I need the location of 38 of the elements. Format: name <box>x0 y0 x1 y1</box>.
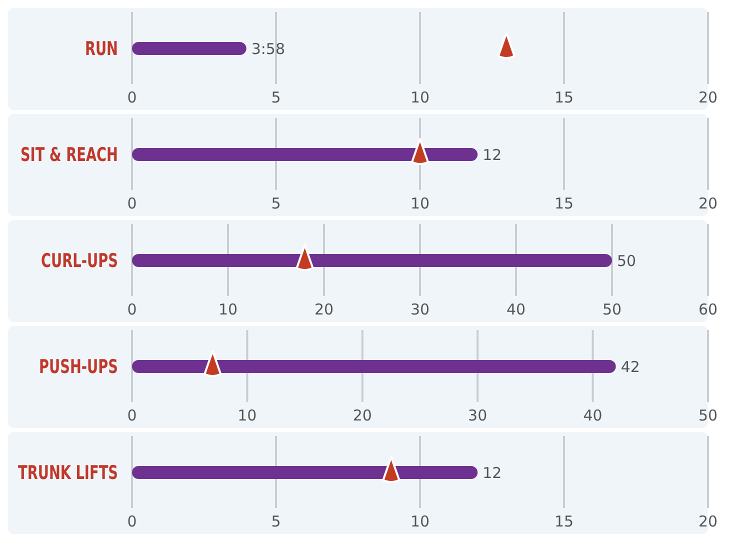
data-label: 50 <box>617 252 636 270</box>
y-tick-label: CURL-UPS <box>41 250 118 273</box>
x-tick-label: 60 <box>698 300 718 319</box>
x-tick-label: 50 <box>602 300 622 319</box>
data-label: 12 <box>482 464 502 482</box>
y-tick-label: SIT & REACH <box>20 144 118 167</box>
x-tick-label: 40 <box>583 406 602 425</box>
x-tick-label: 20 <box>352 406 372 425</box>
x-tick-label: 10 <box>410 194 430 213</box>
x-tick-label: 50 <box>698 406 718 425</box>
x-tick-label: 5 <box>271 88 281 107</box>
x-tick-label: 20 <box>698 512 718 531</box>
x-tick-label: 15 <box>554 194 574 213</box>
x-tick-label: 10 <box>410 512 430 531</box>
data-label: 12 <box>482 146 502 164</box>
x-tick-label: 30 <box>468 406 488 425</box>
data-label: 42 <box>620 358 640 376</box>
y-tick-label: PUSH-UPS <box>39 356 118 379</box>
x-tick-label: 20 <box>698 88 718 107</box>
x-tick-label: 0 <box>127 300 137 319</box>
y-tick-label: TRUNK LIFTS <box>18 462 118 485</box>
x-tick-label: 10 <box>410 88 430 107</box>
x-tick-label: 30 <box>410 300 430 319</box>
x-tick-label: 0 <box>127 88 137 107</box>
data-label: 3:58 <box>251 40 286 58</box>
x-tick-label: 40 <box>506 300 526 319</box>
x-tick-label: 20 <box>698 194 718 213</box>
x-tick-label: 10 <box>238 406 257 425</box>
x-tick-label: 5 <box>271 194 281 213</box>
x-tick-label: 10 <box>218 300 238 319</box>
x-tick-label: 15 <box>554 512 574 531</box>
x-tick-label: 0 <box>127 512 137 531</box>
x-tick-label: 20 <box>314 300 334 319</box>
x-tick-label: 5 <box>271 512 281 531</box>
x-tick-label: 0 <box>127 194 137 213</box>
x-tick-label: 0 <box>127 406 137 425</box>
x-tick-label: 15 <box>554 88 574 107</box>
y-tick-label: RUN <box>84 38 118 61</box>
